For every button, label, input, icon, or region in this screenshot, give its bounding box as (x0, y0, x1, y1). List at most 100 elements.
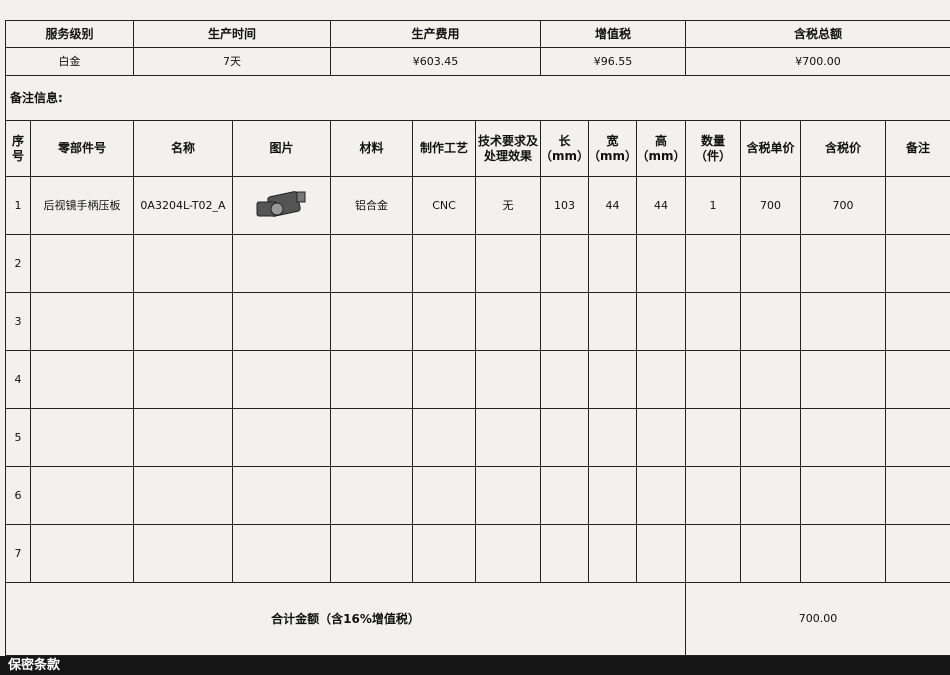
empty-cell (330, 234, 413, 293)
empty-cell (636, 292, 686, 351)
summary-header: 含税总额 (685, 20, 950, 48)
empty-cell (885, 408, 950, 467)
empty-cell (588, 408, 637, 467)
summary-header: 生产时间 (133, 20, 331, 48)
item-cell: 700 (800, 176, 886, 235)
empty-cell (685, 234, 741, 293)
column-header: 技术要求及处理效果 (475, 120, 541, 177)
total-label: 合计金额（含16%增值税） (5, 582, 686, 656)
empty-cell (475, 234, 541, 293)
empty-cell (30, 466, 134, 525)
empty-cell (330, 524, 413, 583)
empty-cell (412, 524, 476, 583)
empty-cell (475, 350, 541, 409)
item-cell: 5 (5, 408, 31, 467)
column-header: 名称 (133, 120, 233, 177)
column-header: 高（mm） (636, 120, 686, 177)
empty-cell (475, 524, 541, 583)
item-cell: 1 (685, 176, 741, 235)
empty-cell (475, 292, 541, 351)
column-header: 数量（件） (685, 120, 741, 177)
empty-cell (412, 466, 476, 525)
empty-cell (412, 234, 476, 293)
empty-cell (636, 350, 686, 409)
empty-cell (133, 408, 233, 467)
item-cell: 无 (475, 176, 541, 235)
empty-cell (540, 234, 589, 293)
empty-cell (232, 408, 331, 467)
total-value: 700.00 (685, 582, 950, 656)
empty-cell (800, 350, 886, 409)
item-cell: 7 (5, 524, 31, 583)
empty-cell (540, 524, 589, 583)
item-cell: 后视镜手柄压板 (30, 176, 134, 235)
column-header: 含税单价 (740, 120, 801, 177)
empty-cell (30, 524, 134, 583)
column-header: 宽（mm） (588, 120, 637, 177)
empty-cell (800, 292, 886, 351)
empty-cell (740, 292, 801, 351)
part-image (232, 176, 331, 235)
empty-cell (412, 408, 476, 467)
empty-cell (412, 350, 476, 409)
empty-cell (232, 350, 331, 409)
summary-value: ¥700.00 (685, 47, 950, 76)
part-icon (256, 190, 305, 217)
column-header: 材料 (330, 120, 413, 177)
empty-cell (133, 524, 233, 583)
empty-cell (800, 234, 886, 293)
item-cell: 103 (540, 176, 589, 235)
empty-cell (232, 292, 331, 351)
empty-cell (475, 408, 541, 467)
empty-cell (133, 350, 233, 409)
empty-cell (330, 466, 413, 525)
empty-cell (685, 466, 741, 525)
column-header: 零部件号 (30, 120, 134, 177)
empty-cell (475, 466, 541, 525)
empty-cell (588, 350, 637, 409)
empty-cell (685, 524, 741, 583)
empty-cell (330, 350, 413, 409)
empty-cell (885, 176, 950, 235)
column-header: 制作工艺 (412, 120, 476, 177)
empty-cell (30, 234, 134, 293)
item-cell: 1 (5, 176, 31, 235)
empty-cell (800, 408, 886, 467)
empty-cell (885, 466, 950, 525)
empty-cell (540, 350, 589, 409)
item-cell: CNC (412, 176, 476, 235)
summary-header: 服务级别 (5, 20, 134, 48)
empty-cell (800, 466, 886, 525)
item-cell: 3 (5, 292, 31, 351)
summary-header: 生产费用 (330, 20, 541, 48)
column-header: 图片 (232, 120, 331, 177)
item-cell: 6 (5, 466, 31, 525)
empty-cell (740, 234, 801, 293)
empty-cell (30, 292, 134, 351)
empty-cell (133, 292, 233, 351)
column-header: 序号 (5, 120, 31, 177)
empty-cell (232, 234, 331, 293)
empty-cell (588, 292, 637, 351)
empty-cell (133, 234, 233, 293)
column-header: 含税价 (800, 120, 886, 177)
empty-cell (232, 524, 331, 583)
empty-cell (740, 408, 801, 467)
column-header: 长（mm） (540, 120, 589, 177)
empty-cell (540, 466, 589, 525)
empty-cell (30, 350, 134, 409)
empty-cell (885, 292, 950, 351)
empty-cell (588, 524, 637, 583)
confidentiality-title: 保密条款 (0, 656, 950, 675)
item-cell: 44 (636, 176, 686, 235)
empty-cell (540, 292, 589, 351)
summary-value: 7天 (133, 47, 331, 76)
item-cell: 0A3204L-T02_A (133, 176, 233, 235)
item-cell: 铝合金 (330, 176, 413, 235)
empty-cell (885, 350, 950, 409)
item-cell: 4 (5, 350, 31, 409)
empty-cell (740, 524, 801, 583)
remarks-label: 备注信息: (5, 75, 950, 121)
empty-cell (330, 292, 413, 351)
summary-value: ¥603.45 (330, 47, 541, 76)
